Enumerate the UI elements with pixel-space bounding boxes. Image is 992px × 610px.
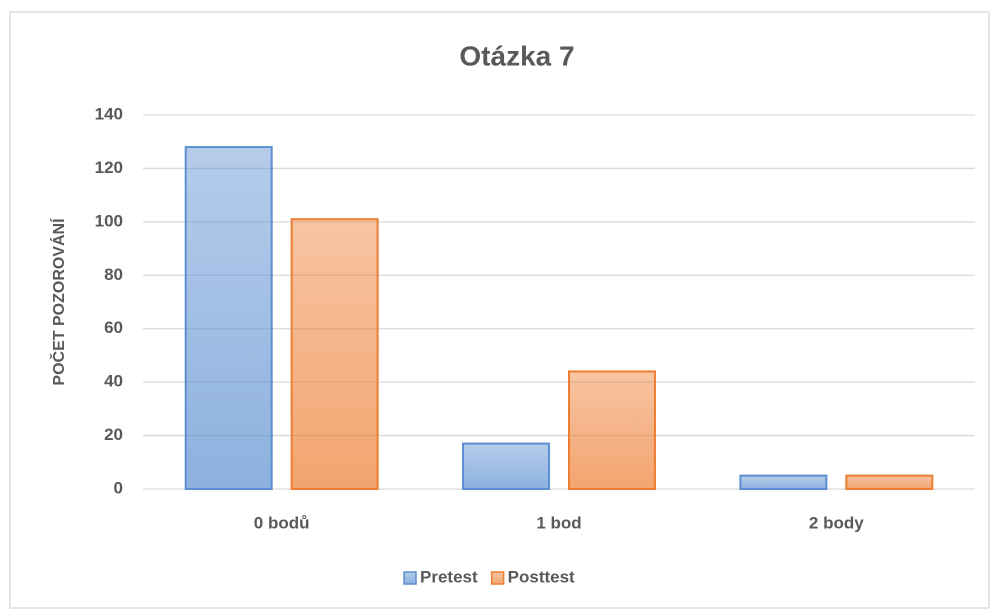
chart-title: Otázka 7 [459, 40, 574, 71]
bar [845, 474, 934, 490]
chart-border [9, 11, 990, 609]
bar [567, 370, 656, 491]
y-tick-label: 140 [95, 104, 123, 123]
legend-swatch [403, 571, 417, 585]
y-tick-label: 40 [104, 372, 123, 391]
y-tick-label: 120 [95, 158, 123, 177]
x-tick-label: 1 bod [536, 513, 581, 532]
legend-swatch [490, 571, 505, 585]
y-tick-label: 80 [104, 265, 123, 284]
y-tick-label: 0 [114, 478, 123, 497]
x-tick-label: 0 bodů [254, 513, 310, 532]
bar [462, 442, 551, 491]
bar [290, 218, 379, 491]
y-axis-label: POČET POZOROVÁNÍ [49, 218, 68, 386]
x-tick-label: 2 body [809, 513, 864, 532]
y-tick-label: 20 [104, 425, 123, 444]
bar [739, 474, 828, 490]
legend-label: Pretest [420, 567, 478, 586]
bar [184, 146, 273, 491]
y-tick-label: 100 [95, 211, 123, 230]
legend-label: Posttest [508, 567, 575, 586]
y-tick-label: 60 [104, 318, 123, 337]
